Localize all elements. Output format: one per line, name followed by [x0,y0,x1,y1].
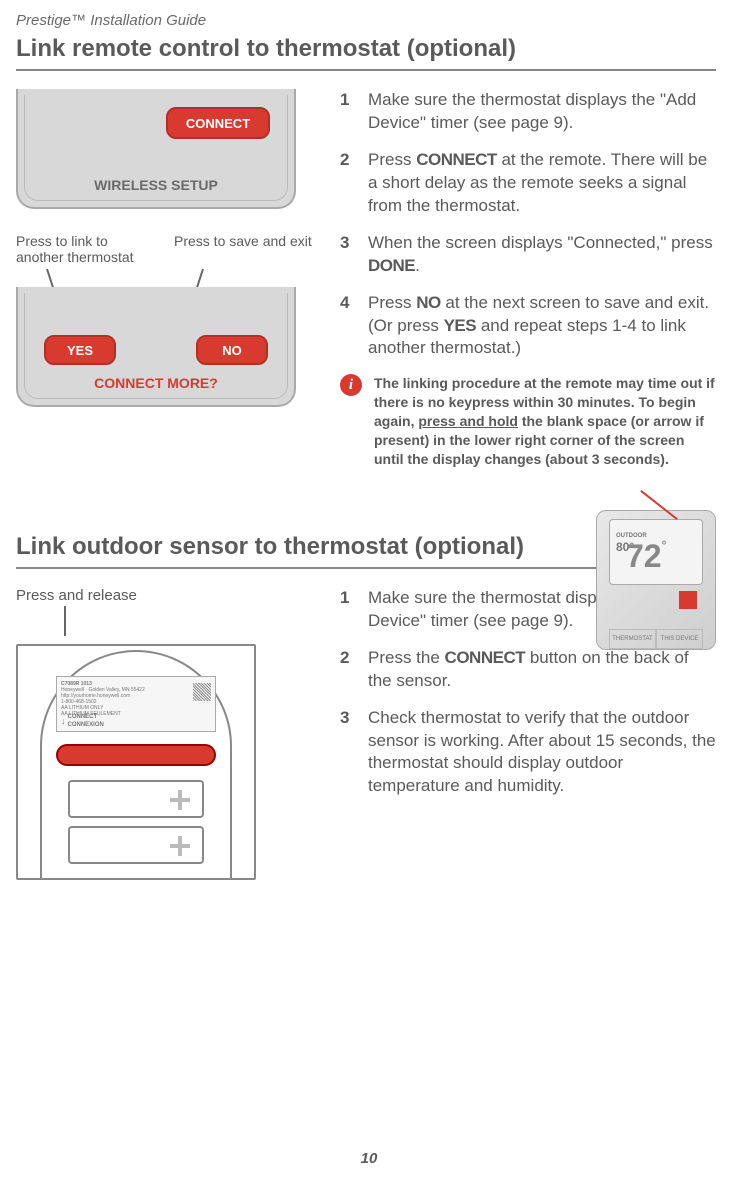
press-release-line [64,606,66,636]
panel-connect-more: YES NO CONNECT MORE? [16,287,296,407]
doc-header: Prestige™ Installation Guide [16,12,716,29]
thermostat-preview: OUTDOOR80° 72° THERMOSTATTHIS DEVICE [596,510,716,650]
section1-row: CONNECT WIRELESS SETUP Press to link to … [16,89,716,469]
info-icon: i [340,374,362,396]
thermo-hotspot [679,591,697,609]
section1-rule [16,69,716,71]
callout-row: Press to link to another thermostat Pres… [16,233,316,265]
qr-icon [193,683,211,701]
yes-button[interactable]: YES [44,335,116,365]
panel2-label: CONNECT MORE? [18,375,294,391]
plus-icon [170,836,190,856]
step-4: Press NO at the next screen to save and … [340,292,716,361]
info-text: The linking procedure at the remote may … [374,374,716,468]
sensor-illustration: C7089R 1013 Honeywell · Golden Valley, M… [16,644,256,880]
callout-right: Press to save and exit [174,233,314,265]
step-3: When the screen displays "Connected," pr… [340,232,716,278]
s2-step-2: Press the CONNECT button on the back of … [340,647,716,693]
panel-wireless-setup: CONNECT WIRELESS SETUP [16,89,296,209]
battery-slot-2 [68,826,204,864]
press-release-label: Press and release [16,587,316,604]
sensor-label: C7089R 1013 Honeywell · Golden Valley, M… [56,676,216,732]
callout-left: Press to link to another thermostat [16,233,156,265]
no-button[interactable]: NO [196,335,268,365]
info-block: i The linking procedure at the remote ma… [340,374,716,468]
section1-steps: Make sure the thermostat displays the "A… [340,89,716,360]
step-1: Make sure the thermostat displays the "A… [340,89,716,135]
section1-title: Link remote control to thermostat (optio… [16,35,716,63]
panel1-label: WIRELESS SETUP [18,177,294,193]
sensor-connect-button[interactable] [56,744,216,766]
s2-step-3: Check thermostat to verify that the outd… [340,707,716,799]
plus-icon [170,790,190,810]
battery-slot-1 [68,780,204,818]
connect-button[interactable]: CONNECT [166,107,270,139]
page-number: 10 [0,1150,738,1167]
step-2: Press CONNECT at the remote. There will … [340,149,716,218]
